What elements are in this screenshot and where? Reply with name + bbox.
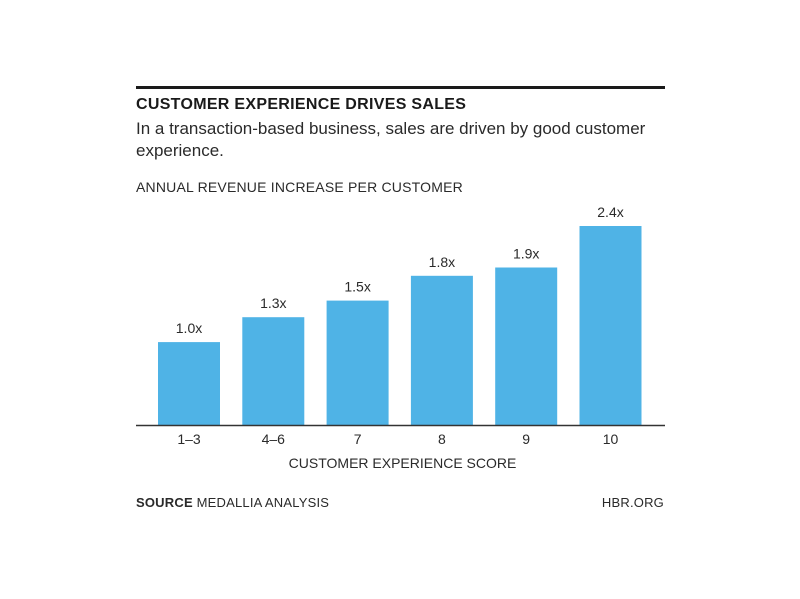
source-label: SOURCE bbox=[136, 495, 193, 510]
bar-4 bbox=[495, 267, 558, 425]
bars-group bbox=[158, 226, 642, 426]
source-text: MEDALLIA ANALYSIS bbox=[196, 495, 330, 510]
bar-value-label-2: 1.5x bbox=[344, 279, 370, 295]
x-tick-label-2: 7 bbox=[354, 431, 362, 447]
top-rule bbox=[136, 86, 665, 89]
y-axis-label: ANNUAL REVENUE INCREASE PER CUSTOMER bbox=[136, 179, 463, 195]
source-note: SOURCE MEDALLIA ANALYSIS bbox=[136, 495, 329, 510]
bar-value-label-1: 1.3x bbox=[260, 295, 286, 311]
chart-title: CUSTOMER EXPERIENCE DRIVES SALES bbox=[136, 96, 467, 113]
x-tick-label-3: 8 bbox=[438, 431, 446, 447]
value-labels-group: 1.0x 1.3x 1.5x 1.8x 1.9x 2.4x bbox=[176, 204, 624, 336]
x-tick-label-4: 9 bbox=[522, 431, 530, 447]
bar-value-label-3: 1.8x bbox=[429, 254, 455, 270]
bar-1 bbox=[242, 317, 305, 425]
bar-value-label-5: 2.4x bbox=[597, 204, 623, 220]
x-axis-label: CUSTOMER EXPERIENCE SCORE bbox=[289, 455, 517, 471]
bar-5 bbox=[579, 226, 642, 425]
bar-3 bbox=[410, 275, 473, 426]
x-tick-label-0: 1–3 bbox=[177, 431, 201, 447]
bar-0 bbox=[158, 342, 220, 425]
x-tick-label-5: 10 bbox=[603, 431, 619, 447]
site-credit: HBR.ORG bbox=[601, 495, 664, 510]
x-tick-label-1: 4–6 bbox=[262, 431, 286, 447]
bar-value-label-4: 1.9x bbox=[513, 246, 539, 262]
bar-value-label-0: 1.0x bbox=[176, 320, 202, 336]
chart-subtitle: In a transaction-based business, sales a… bbox=[136, 119, 646, 160]
tick-labels-group: 1–3 4–6 7 8 9 10 bbox=[177, 431, 618, 447]
bar-2 bbox=[326, 300, 389, 425]
